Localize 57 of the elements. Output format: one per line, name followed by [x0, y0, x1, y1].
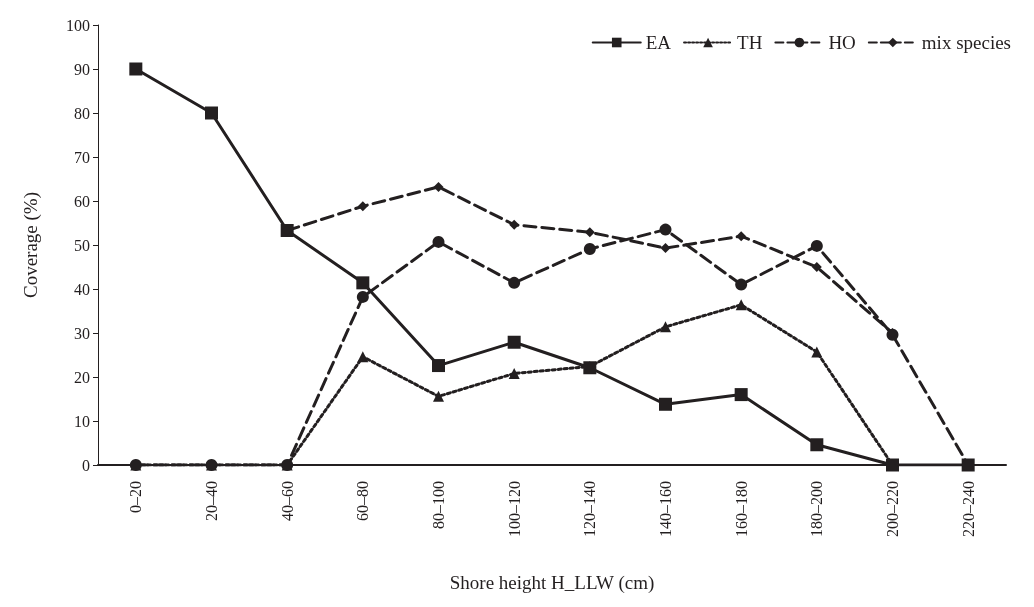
point: [356, 276, 370, 290]
point: [810, 239, 823, 252]
y-tick-label: 90: [74, 60, 90, 78]
y-tick-label: 40: [74, 280, 90, 298]
point: [735, 278, 748, 291]
y-tick-label: 20: [74, 368, 90, 386]
point: [736, 231, 747, 242]
point: [357, 351, 369, 363]
point: [811, 262, 822, 272]
point: [660, 243, 671, 254]
x-tick-label: 220–240: [959, 481, 977, 537]
y-tick-label: 100: [66, 16, 90, 34]
point: [129, 62, 143, 76]
point: [433, 181, 444, 192]
x-tick-label: 100–120: [505, 481, 523, 537]
point: [660, 321, 671, 333]
x-tick-label: 40–60: [278, 481, 296, 521]
point: [356, 290, 369, 303]
point: [508, 276, 521, 289]
point: [735, 299, 747, 311]
y-tick-label: 70: [74, 148, 90, 166]
legend-label: EA: [645, 32, 672, 53]
x-tick-label: 140–160: [657, 481, 674, 537]
x-tick-label: 200–220: [884, 481, 901, 537]
x-tick-label: 160–180: [732, 481, 750, 537]
point: [433, 390, 444, 402]
y-tick-label: 30: [74, 324, 90, 342]
legend-label: mix species: [921, 32, 1012, 53]
point: [811, 346, 823, 358]
x-tick-label: 60–80: [354, 481, 372, 521]
x-axis-title: Shore height H_LLW (cm): [449, 572, 655, 594]
y-tick-label: 10: [74, 412, 90, 430]
y-tick-label: 60: [74, 192, 90, 210]
point: [432, 235, 445, 248]
y-tick-label: 0: [82, 456, 90, 474]
x-tick-label: 120–140: [581, 481, 599, 537]
point: [205, 106, 218, 120]
legend-label: TH: [737, 32, 763, 53]
point: [583, 242, 596, 255]
x-tick-label: 80–100: [430, 481, 447, 529]
legend-label: HO: [828, 32, 856, 53]
point: [734, 388, 748, 402]
x-tick-label: 180–200: [808, 481, 826, 537]
y-axis-title: Coverage (%): [20, 191, 42, 299]
point: [810, 438, 824, 452]
point: [507, 335, 521, 349]
x-tick-label: 0–20: [127, 481, 145, 513]
point: [508, 367, 520, 379]
point: [584, 227, 595, 238]
point: [432, 359, 445, 373]
point: [659, 223, 672, 236]
x-tick-label: 20–40: [203, 481, 220, 521]
y-tick-label: 50: [74, 236, 90, 254]
y-tick-label: 80: [74, 104, 90, 122]
point: [659, 397, 672, 411]
point: [357, 201, 368, 212]
point: [509, 219, 520, 230]
